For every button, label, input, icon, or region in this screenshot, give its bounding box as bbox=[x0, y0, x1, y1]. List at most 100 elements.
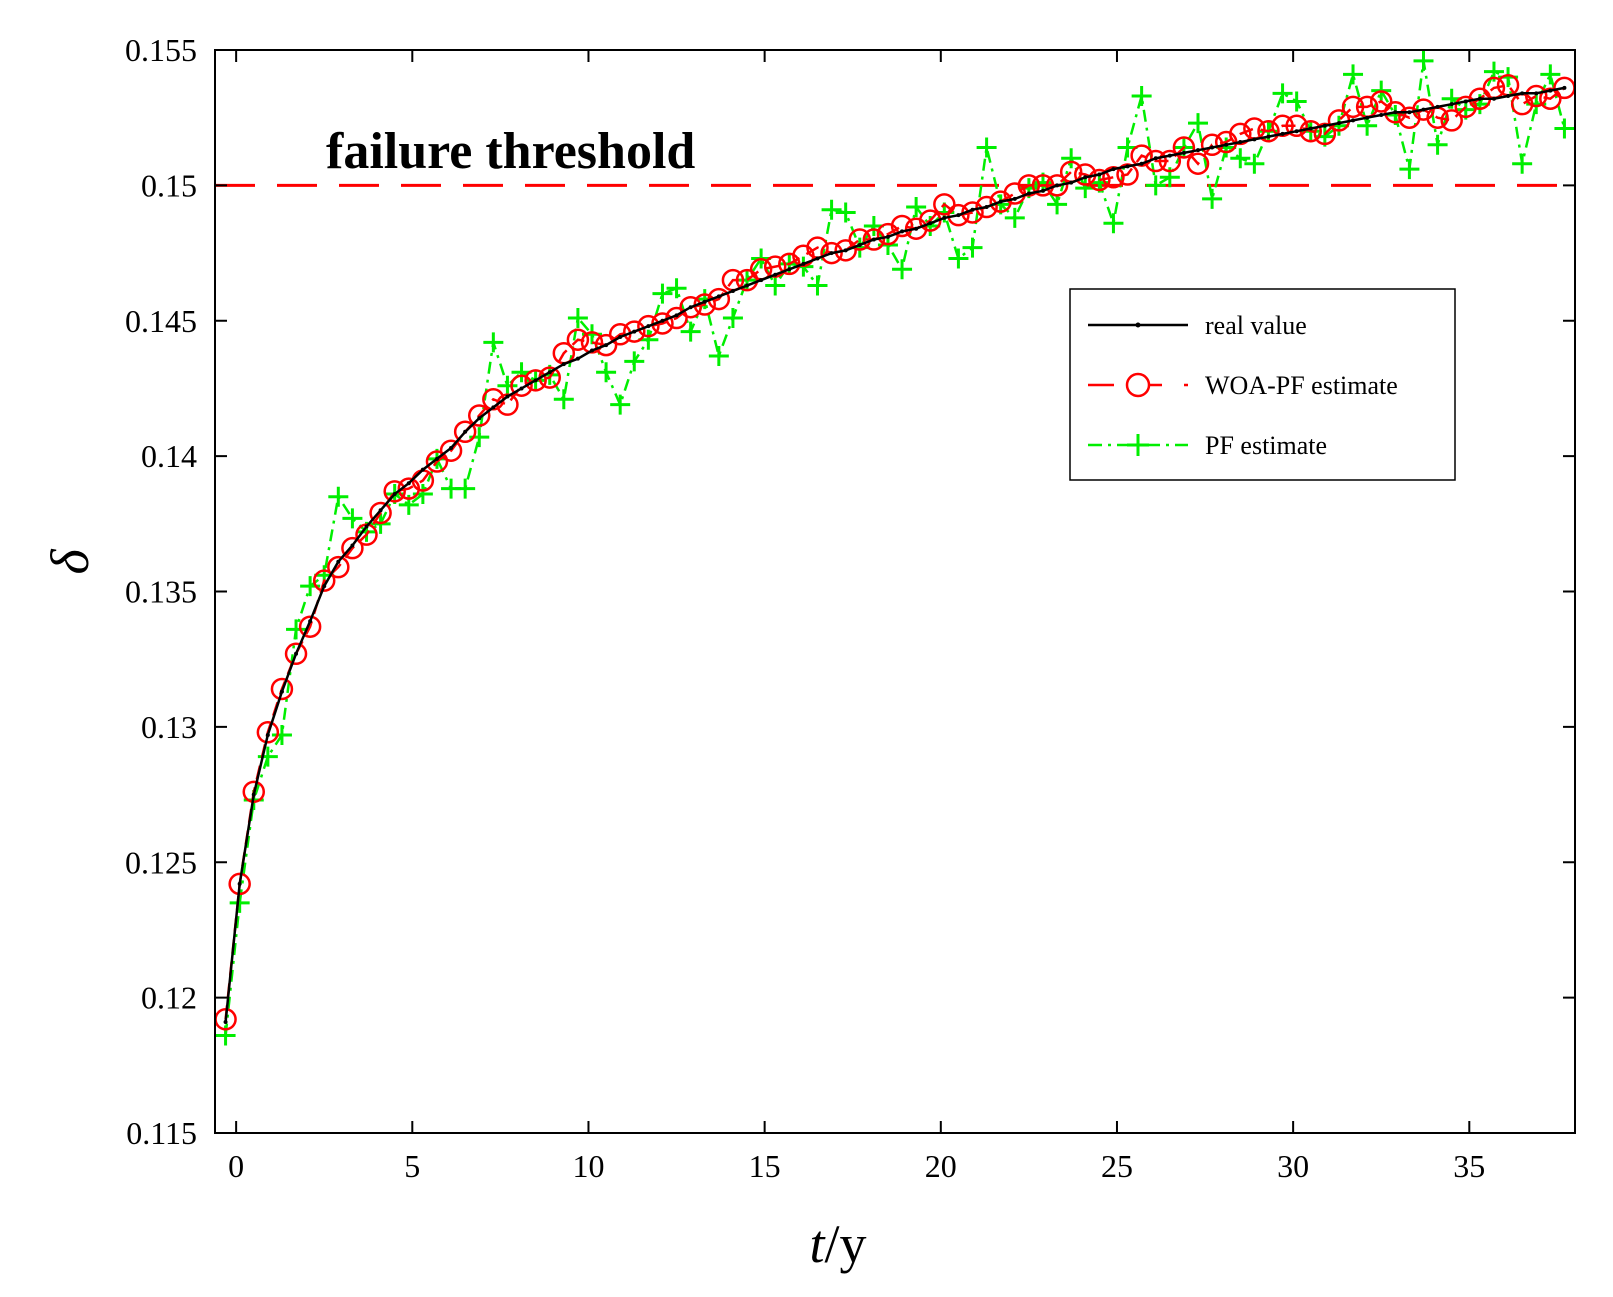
woa-pf-estimate-point bbox=[327, 555, 350, 579]
real-value-point bbox=[589, 348, 594, 353]
pf-estimate-point bbox=[286, 619, 307, 640]
x-tick-label: 0 bbox=[228, 1148, 244, 1184]
woa-pf-estimate-point bbox=[453, 420, 477, 444]
real-value-point bbox=[434, 456, 439, 461]
real-value-point bbox=[928, 221, 933, 226]
real-value-point bbox=[1111, 167, 1116, 172]
x-axis-label-italic: t bbox=[809, 1214, 826, 1274]
pf-estimate-point bbox=[1230, 148, 1251, 169]
legend-label: PF estimate bbox=[1205, 431, 1327, 460]
pf-estimate-point bbox=[483, 332, 504, 353]
woa-pf-estimate-point bbox=[524, 369, 547, 392]
real-value-point bbox=[1322, 123, 1327, 128]
legend-marker bbox=[1135, 322, 1141, 328]
real-value-point bbox=[294, 651, 299, 656]
pf-estimate-point bbox=[567, 308, 588, 329]
real-value-point bbox=[1463, 99, 1468, 104]
real-value-point bbox=[1280, 131, 1285, 136]
real-value-point bbox=[251, 792, 256, 797]
real-value-point bbox=[406, 481, 411, 486]
woa-pf-estimate-point bbox=[735, 268, 759, 292]
pf-estimate-point bbox=[271, 724, 292, 745]
real-value-point bbox=[773, 272, 778, 277]
y-tick-label: 0.13 bbox=[141, 709, 197, 745]
pf-estimate-point bbox=[1145, 175, 1166, 196]
real-value-point bbox=[604, 343, 609, 348]
real-value-point bbox=[1491, 96, 1496, 101]
woa-pf-estimate-point bbox=[425, 450, 449, 473]
pf-estimate-point bbox=[722, 308, 743, 329]
x-tick-label: 30 bbox=[1277, 1148, 1309, 1184]
real-value-point bbox=[787, 267, 792, 272]
failure-threshold-label: failure threshold bbox=[326, 123, 695, 180]
real-value-point bbox=[491, 405, 496, 410]
y-tick-label: 0.135 bbox=[125, 574, 197, 610]
real-value-point bbox=[843, 248, 848, 253]
real-value-point bbox=[420, 467, 425, 472]
real-value-point bbox=[1351, 118, 1356, 123]
woa-pf-estimate-point bbox=[1031, 174, 1055, 197]
y-tick-label: 0.115 bbox=[126, 1115, 197, 1151]
real-value-point bbox=[984, 205, 989, 210]
pf-estimate-point bbox=[342, 508, 363, 529]
real-value-point bbox=[1365, 115, 1370, 120]
pf-estimate-point bbox=[1004, 207, 1025, 228]
legend-label: real value bbox=[1205, 311, 1307, 340]
real-value-point bbox=[1252, 137, 1257, 142]
real-value-point bbox=[942, 215, 947, 220]
woa-pf-estimate-point bbox=[947, 203, 970, 227]
real-value-point bbox=[801, 261, 806, 266]
real-value-point bbox=[702, 299, 707, 304]
y-tick-label: 0.155 bbox=[125, 32, 197, 68]
real-value-point bbox=[308, 619, 313, 624]
real-value-point bbox=[632, 329, 637, 334]
pf-estimate-point bbox=[906, 197, 927, 218]
real-value-point bbox=[364, 524, 369, 529]
x-tick-label: 25 bbox=[1101, 1148, 1133, 1184]
real-value-point bbox=[1421, 107, 1426, 112]
x-tick-label: 15 bbox=[749, 1148, 781, 1184]
pf-estimate-point bbox=[948, 248, 969, 269]
x-axis-label: t/y bbox=[809, 1214, 866, 1274]
real-value-point bbox=[237, 881, 242, 886]
pf-estimate-point bbox=[455, 478, 476, 499]
real-value-point bbox=[857, 242, 862, 247]
pf-estimate-point bbox=[1131, 86, 1152, 107]
real-value-point bbox=[1196, 148, 1201, 153]
pf-estimate-point bbox=[666, 278, 687, 299]
woa-pf-estimate-point bbox=[369, 501, 392, 525]
real-value-point bbox=[1379, 112, 1384, 117]
real-value-point bbox=[618, 334, 623, 339]
real-value-point bbox=[1520, 91, 1525, 96]
woa-pf-estimate-point bbox=[439, 439, 463, 462]
real-value-point bbox=[322, 584, 327, 589]
pf-estimate-point bbox=[652, 283, 673, 304]
woa-pf-estimate-point bbox=[341, 536, 364, 560]
real-value-point bbox=[1548, 88, 1553, 93]
woa-pf-estimate-point bbox=[256, 721, 280, 744]
pf-estimate-point bbox=[765, 275, 786, 296]
pf-estimate-point bbox=[680, 321, 701, 342]
woa-pf-estimate-point bbox=[1341, 95, 1365, 119]
real-value-point bbox=[519, 386, 524, 391]
real-value-point bbox=[716, 294, 721, 299]
real-value-point bbox=[279, 689, 284, 694]
real-value-point bbox=[223, 1019, 228, 1024]
real-value-point bbox=[871, 237, 876, 242]
real-value-point bbox=[1181, 150, 1186, 155]
legend-item-pf-estimate: PF estimate bbox=[1088, 431, 1327, 460]
x-tick-label: 10 bbox=[572, 1148, 604, 1184]
real-value-point bbox=[1336, 121, 1341, 126]
real-value-point bbox=[505, 394, 510, 399]
real-value-point bbox=[378, 508, 383, 513]
real-value-point bbox=[561, 362, 566, 367]
real-value-point bbox=[998, 199, 1003, 204]
woa-pf-estimate-point bbox=[1186, 152, 1210, 175]
real-value-point bbox=[688, 305, 693, 310]
real-value-point bbox=[730, 288, 735, 293]
real-value-point bbox=[463, 429, 468, 434]
real-value-point bbox=[759, 278, 764, 283]
pf-estimate-point bbox=[1413, 50, 1434, 71]
